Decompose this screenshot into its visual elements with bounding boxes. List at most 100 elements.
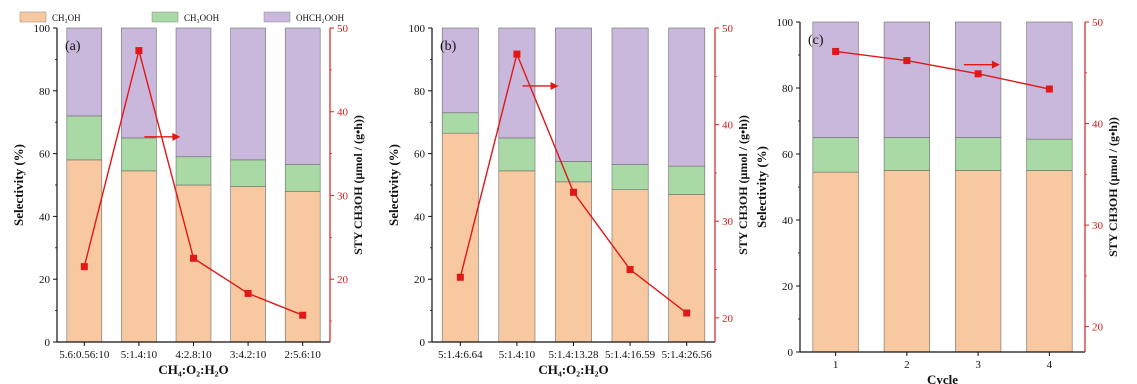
bar-segment bbox=[441, 132, 479, 343]
x-tick-label: 3 bbox=[975, 359, 981, 371]
bar-segment bbox=[555, 181, 592, 343]
y-tick-label: 40 bbox=[414, 211, 426, 223]
y-tick-label: 100 bbox=[409, 23, 426, 35]
x-tick-label: 5:1.4:10 bbox=[121, 349, 158, 361]
bar-segment bbox=[555, 27, 592, 162]
bar-segment bbox=[812, 171, 859, 353]
sty-point bbox=[570, 188, 577, 196]
x-tick-label: 4 bbox=[1047, 359, 1053, 371]
x-tick-label: 5.6:0.56:10 bbox=[59, 349, 110, 361]
arrow-head bbox=[991, 60, 1000, 69]
legend-label-ch3ooh: CH₃OOH bbox=[184, 13, 220, 23]
sty-point bbox=[244, 289, 252, 297]
bar-segment bbox=[611, 164, 649, 191]
bar-segment bbox=[441, 27, 479, 114]
y2-tick-label: 40 bbox=[337, 107, 349, 119]
legend-swatch-ohch2ooh bbox=[263, 11, 291, 23]
y2-tick-label: 30 bbox=[722, 216, 734, 228]
bar-segment bbox=[955, 137, 1002, 171]
bar-segment bbox=[1026, 21, 1073, 140]
y-tick-label: 0 bbox=[45, 337, 51, 349]
bar-segment bbox=[498, 137, 536, 172]
bar-segment bbox=[883, 137, 930, 171]
bar-segment bbox=[441, 112, 479, 134]
legend-label-ohch2ooh: OHCH₂OOH bbox=[296, 13, 345, 23]
legend-label-ch3oh: CH₃OH bbox=[52, 13, 81, 23]
y2-axis-label: STY CH3OH (μmol / (g•h)) bbox=[736, 115, 750, 255]
y-tick-label: 80 bbox=[39, 86, 51, 98]
sty-point bbox=[135, 47, 143, 55]
y-axis-label: Selectivity (%) bbox=[11, 144, 26, 226]
y2-axis-label: STY CH3OH (μmol / (g•h)) bbox=[351, 115, 365, 255]
y2-tick-label: 50 bbox=[337, 23, 349, 35]
y2-tick-label: 20 bbox=[722, 313, 734, 325]
bar-segment bbox=[121, 170, 157, 343]
sty-point bbox=[832, 47, 840, 55]
bar-segment bbox=[883, 170, 930, 353]
x-axis-label: Cycle bbox=[927, 372, 958, 384]
bar-segment bbox=[498, 170, 536, 343]
y-tick-label: 20 bbox=[39, 274, 51, 286]
x-axis-label: CH₄:O₂:H₂O bbox=[158, 362, 228, 377]
y-axis-label: Selectivity (%) bbox=[386, 144, 401, 226]
bar-segment bbox=[66, 159, 103, 343]
y-tick-label: 60 bbox=[414, 149, 426, 161]
panel-label: (b) bbox=[440, 39, 457, 54]
bar-segment bbox=[230, 27, 266, 161]
bar-segment bbox=[284, 27, 321, 165]
sty-point bbox=[903, 57, 911, 65]
y-tick-label: 20 bbox=[782, 281, 794, 293]
bar-segment bbox=[175, 27, 212, 158]
bar-segment bbox=[66, 27, 103, 117]
y2-tick-label: 30 bbox=[337, 190, 349, 202]
sty-point bbox=[1045, 85, 1053, 93]
y2-tick-label: 40 bbox=[722, 120, 734, 132]
bar-segment bbox=[1026, 138, 1073, 171]
panel-label: (a) bbox=[65, 39, 81, 54]
sty-point bbox=[80, 263, 88, 271]
sty-point bbox=[456, 273, 464, 281]
x-tick-label: 3:4.2:10 bbox=[230, 349, 267, 361]
sty-point bbox=[299, 311, 307, 319]
y-tick-label: 0 bbox=[788, 347, 794, 359]
bar-segment bbox=[883, 21, 930, 138]
bar-segment bbox=[175, 156, 212, 186]
y-tick-label: 0 bbox=[420, 337, 426, 349]
bar-segment bbox=[284, 164, 321, 192]
y-tick-label: 60 bbox=[782, 149, 794, 161]
y-tick-label: 40 bbox=[39, 211, 51, 223]
chart-panel-2: 0 20 40 60 80 100 20 30 40 50 5:1.4:6.64 5:1.4:10 5:… bbox=[386, 23, 750, 377]
y-tick-label: 80 bbox=[782, 83, 794, 95]
legend-swatch-ch3oh bbox=[19, 11, 47, 23]
y-tick-label: 100 bbox=[34, 23, 51, 35]
panel-label: (c) bbox=[808, 33, 824, 48]
bar-segment bbox=[611, 189, 649, 343]
sty-point bbox=[626, 266, 634, 274]
bar-segment bbox=[175, 184, 212, 343]
y2-tick-label: 30 bbox=[1092, 220, 1104, 232]
bar-segment bbox=[121, 137, 157, 172]
bar-segment bbox=[611, 27, 649, 165]
bar-segment bbox=[230, 159, 266, 187]
y-tick-label: 20 bbox=[414, 274, 426, 286]
x-tick-label: 4:2.8:10 bbox=[175, 349, 212, 361]
bar-segment bbox=[668, 194, 706, 343]
y-tick-label: 80 bbox=[414, 86, 426, 98]
x-tick-label: 2:5.6:10 bbox=[285, 349, 322, 361]
x-tick-label: 5:1.4:16.59 bbox=[605, 349, 656, 361]
bar-segment bbox=[668, 27, 706, 167]
bar-segment bbox=[555, 161, 592, 183]
arrow-head bbox=[550, 81, 559, 90]
chart-panel-1: 0 20 40 60 80 100 20 30 40 50 5.6:0.56:10 5:1.4:10 4… bbox=[11, 23, 365, 377]
sty-point bbox=[190, 254, 197, 262]
y2-tick-label: 20 bbox=[337, 274, 349, 286]
x-tick-label: 5:1.4:26.56 bbox=[662, 349, 713, 361]
bar-segment bbox=[121, 27, 157, 139]
bar-segment bbox=[498, 27, 536, 139]
chart-panel-3: 0 20 40 60 80 100 20 30 40 50 1 2 3 4 Selectivity (%) C… bbox=[754, 17, 1120, 384]
x-tick-label: 5:1.4:10 bbox=[499, 349, 536, 361]
sty-point bbox=[513, 50, 521, 58]
bar-segment bbox=[955, 21, 1002, 138]
